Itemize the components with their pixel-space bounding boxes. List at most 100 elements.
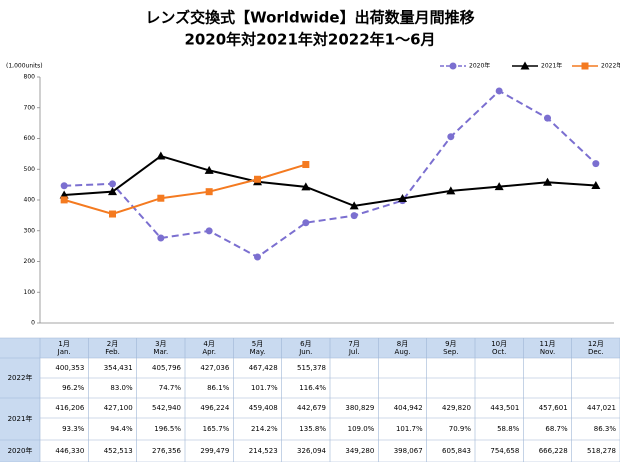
marker [302, 219, 310, 227]
marker [520, 61, 530, 70]
y-tick-label: 800 [24, 74, 36, 81]
cell-ratio: 214.2% [251, 425, 278, 433]
marker [398, 193, 407, 202]
y-tick-label: 700 [24, 104, 36, 111]
column-header: Jun. [298, 348, 312, 356]
column-header: 10月 [491, 340, 507, 348]
cell-value: 380,829 [345, 404, 374, 412]
cell-ratio: 101.7% [251, 384, 278, 392]
legend-label: 2020年 [469, 62, 490, 70]
cell-ratio: 94.4% [110, 425, 133, 433]
marker [109, 210, 116, 218]
cell-ratio: 196.5% [154, 425, 181, 433]
marker [446, 186, 456, 195]
marker [254, 175, 261, 183]
chart-title: レンズ交換式【Worldwide】出荷数量月間推移 [145, 9, 474, 27]
cell-value: 496,224 [200, 404, 229, 412]
marker [157, 194, 165, 202]
cell-value: 214,523 [249, 447, 278, 455]
cell-value: 515,378 [297, 364, 326, 372]
marker [494, 182, 504, 191]
column-header: 2月 [107, 340, 118, 348]
cell-value: 404,942 [394, 404, 423, 412]
column-header: Mar. [153, 348, 168, 356]
marker [157, 234, 165, 242]
cell-value: 754,658 [490, 447, 519, 455]
legend-label: 2022年 [601, 62, 620, 70]
marker [302, 161, 310, 169]
series-line [63, 163, 307, 216]
marker [495, 87, 503, 95]
cell-ratio: 135.8% [299, 425, 326, 433]
cell-value: 605,843 [442, 447, 471, 455]
marker [254, 253, 261, 261]
cell-value: 518,278 [587, 447, 616, 455]
cell-ratio: 165.7% [203, 425, 230, 433]
column-header: Sep. [443, 348, 458, 356]
cell-value: 447,021 [587, 404, 616, 412]
marker [109, 180, 116, 188]
cell-value: 467,428 [249, 364, 278, 372]
marker [301, 182, 311, 191]
marker [592, 160, 600, 168]
marker [591, 181, 601, 190]
cell-value: 276,356 [152, 447, 181, 455]
y-tick-label: 500 [24, 166, 36, 173]
marker [60, 182, 68, 190]
cell-value: 405,796 [152, 364, 181, 372]
cell-value: 459,408 [249, 404, 278, 412]
column-header: Feb. [105, 348, 120, 356]
marker [204, 165, 214, 174]
cell-value: 400,353 [55, 364, 84, 372]
series-line [64, 89, 597, 259]
marker [156, 151, 166, 160]
cell-value: 446,330 [55, 447, 84, 455]
column-header: Aug. [395, 348, 411, 356]
column-header: 11月 [540, 340, 556, 348]
marker [205, 188, 213, 196]
column-header: 5月 [252, 340, 263, 348]
table-header-bg [0, 338, 620, 358]
cell-ratio: 101.7% [396, 425, 423, 433]
cell-value: 457,601 [539, 404, 568, 412]
cell-ratio: 86.1% [207, 384, 230, 392]
marker [449, 62, 457, 70]
column-header: Dec. [588, 348, 604, 356]
cell-value: 349,280 [345, 447, 374, 455]
series-line [64, 154, 596, 207]
cell-value: 666,228 [539, 447, 568, 455]
cell-value: 427,100 [104, 404, 133, 412]
cell-value: 542,940 [152, 404, 181, 412]
column-header: 12月 [588, 340, 604, 348]
cell-ratio: 83.0% [110, 384, 133, 392]
marker [447, 133, 455, 141]
column-header: 6月 [300, 340, 311, 348]
table-label-bg [0, 338, 40, 462]
column-header: Apr. [202, 348, 216, 356]
marker [205, 227, 213, 235]
marker [349, 201, 359, 210]
cell-value: 416,206 [55, 404, 84, 412]
y-tick-label: 0 [31, 320, 35, 327]
cell-ratio: 58.8% [497, 425, 520, 433]
row-label: 2021年 [8, 414, 33, 423]
cell-value: 299,479 [200, 447, 229, 455]
cell-ratio: 74.7% [159, 384, 182, 392]
column-header: Jan. [57, 348, 71, 356]
y-tick-label: 300 [24, 227, 36, 234]
marker [544, 114, 551, 122]
column-header: 9月 [445, 340, 456, 348]
cell-value: 429,820 [442, 404, 471, 412]
cell-value: 326,094 [297, 447, 326, 455]
marker [350, 212, 358, 220]
cell-ratio: 93.3% [62, 425, 85, 433]
column-header: Oct. [492, 348, 506, 356]
cell-value: 398,067 [394, 447, 423, 455]
marker [60, 196, 68, 204]
column-header: 7月 [348, 340, 359, 348]
cell-ratio: 109.0% [348, 425, 375, 433]
chart-subtitle: 2020年対2021年対2022年1～6月 [184, 31, 435, 49]
cell-ratio: 86.3% [594, 425, 617, 433]
column-header: 3月 [155, 340, 166, 348]
